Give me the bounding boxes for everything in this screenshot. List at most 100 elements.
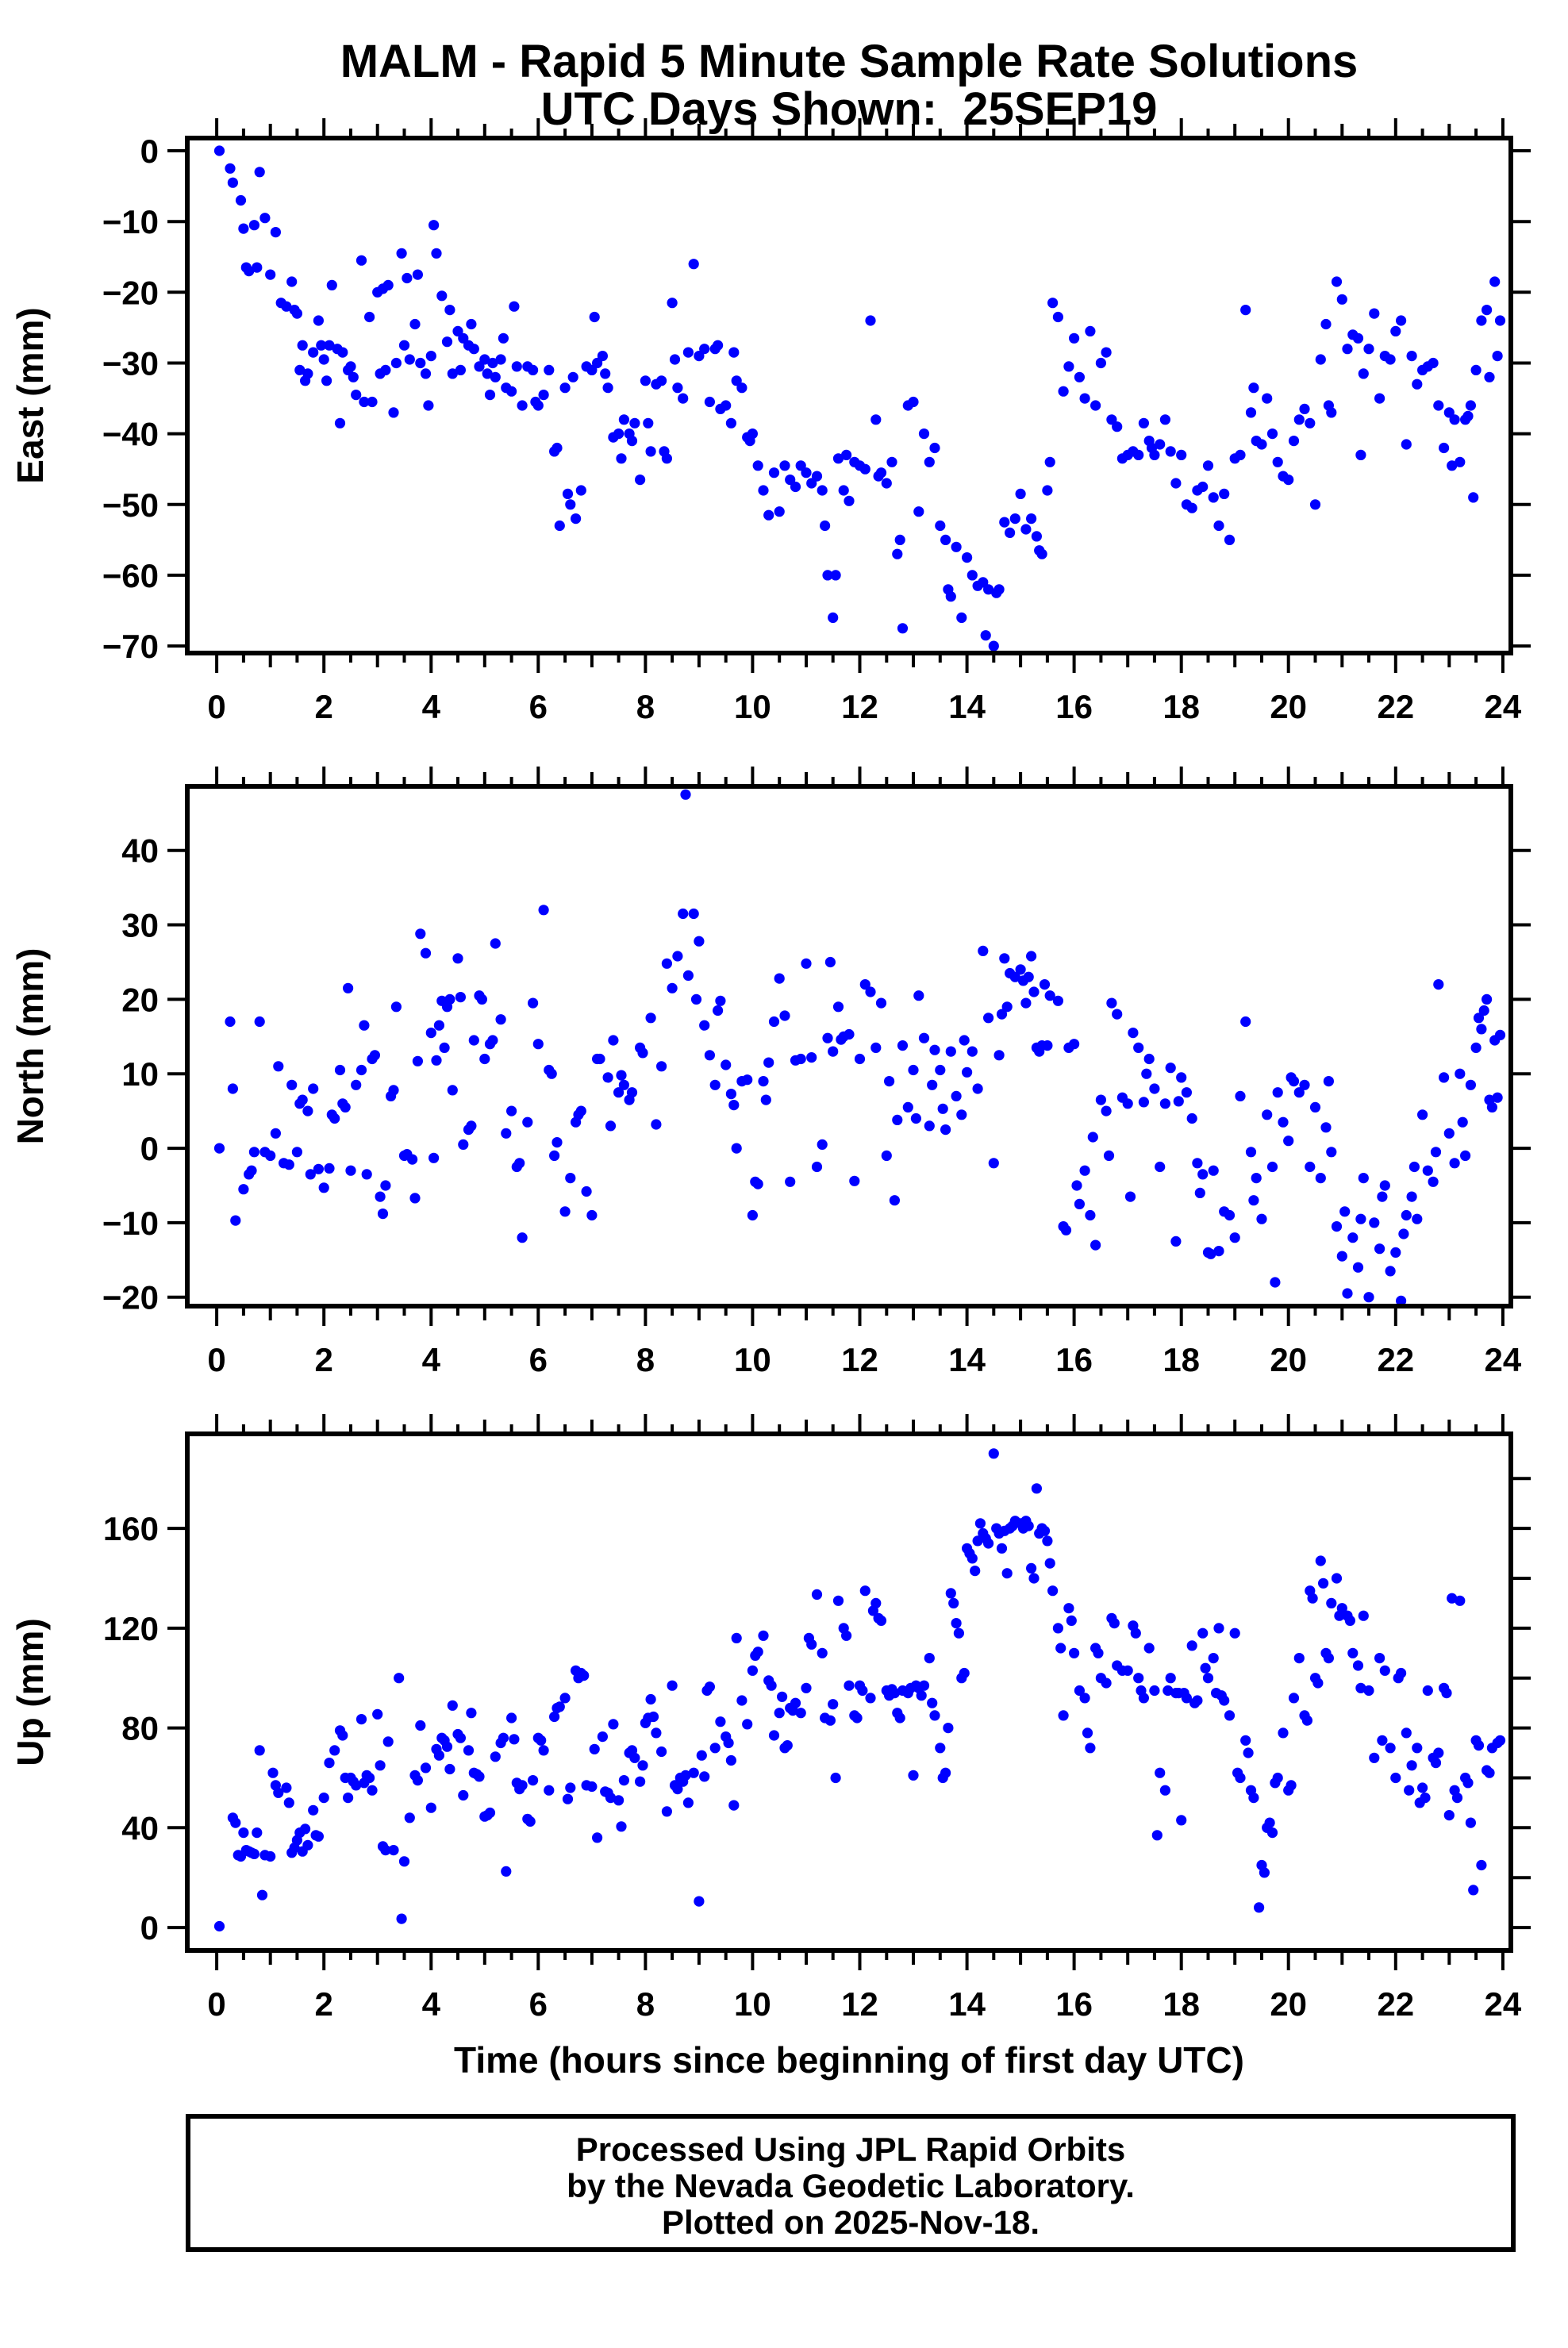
data-point — [913, 506, 924, 517]
data-point — [849, 1175, 860, 1186]
data-point — [656, 1061, 667, 1072]
data-point — [1015, 488, 1026, 500]
data-point — [999, 517, 1010, 528]
data-point — [927, 1697, 938, 1708]
data-point — [592, 1832, 603, 1843]
data-point — [682, 1797, 694, 1808]
data-point — [1396, 315, 1407, 326]
data-point — [1420, 1793, 1431, 1804]
data-point — [1124, 1191, 1136, 1202]
data-point — [1039, 979, 1051, 990]
data-point — [1181, 1087, 1192, 1098]
data-point — [1055, 1643, 1066, 1654]
data-point — [490, 371, 501, 382]
data-point — [1052, 311, 1063, 323]
data-point — [334, 1064, 346, 1076]
x-tick-label: 10 — [734, 688, 771, 725]
data-point — [1494, 1029, 1506, 1040]
data-point — [1240, 305, 1251, 316]
data-point — [897, 1040, 909, 1051]
data-point — [466, 1120, 477, 1132]
data-point — [1331, 1573, 1343, 1584]
data-point — [1401, 1727, 1412, 1739]
data-point — [388, 1085, 399, 1096]
data-point — [1262, 393, 1273, 404]
data-point — [1326, 1147, 1337, 1158]
data-point — [945, 1588, 956, 1599]
data-point — [600, 368, 611, 379]
data-point — [1243, 1747, 1254, 1758]
data-point — [704, 1681, 716, 1693]
data-point — [1352, 332, 1364, 344]
x-tick-label: 24 — [1485, 1985, 1522, 2023]
data-point — [824, 956, 836, 968]
data-point — [549, 1711, 560, 1723]
data-point — [1259, 1867, 1270, 1878]
data-point — [688, 1767, 699, 1778]
data-point — [894, 1712, 905, 1724]
data-point — [626, 436, 638, 447]
footer-line-3: Plotted on 2025-Nov-18. — [661, 2204, 1040, 2241]
data-point — [777, 1691, 788, 1702]
data-point — [616, 1070, 627, 1081]
data-point — [1031, 1483, 1042, 1494]
data-point — [468, 1035, 479, 1046]
data-point — [669, 354, 681, 365]
data-point — [721, 1059, 732, 1070]
data-point — [1315, 1555, 1326, 1566]
data-point — [554, 520, 565, 532]
data-point — [1254, 1902, 1265, 1913]
data-point — [447, 1085, 458, 1096]
data-point — [1085, 1209, 1096, 1221]
data-point — [1165, 446, 1176, 457]
data-point — [431, 1055, 442, 1066]
figure-title: MALM - Rapid 5 Minute Sample Rate Soluti… — [340, 36, 1359, 87]
data-point — [1138, 1097, 1149, 1108]
data-point — [1176, 1815, 1187, 1826]
data-point — [1197, 481, 1209, 493]
data-point — [694, 351, 705, 362]
data-point — [340, 1101, 351, 1113]
y-tick-label: 10 — [121, 1055, 159, 1093]
data-point — [412, 1055, 424, 1066]
data-point — [1085, 325, 1096, 336]
data-point — [682, 347, 694, 358]
data-point — [828, 1699, 839, 1710]
data-point — [1476, 1859, 1487, 1871]
x-tick-label: 18 — [1163, 688, 1200, 725]
data-point — [1181, 1693, 1192, 1704]
y-tick-label: −40 — [102, 416, 159, 453]
footer-box: Processed Using JPL Rapid Orbits by the … — [186, 2114, 1516, 2252]
data-point — [602, 1072, 613, 1083]
data-point — [1422, 1165, 1433, 1176]
y-tick-label: 40 — [121, 1809, 159, 1847]
data-point — [721, 400, 732, 411]
data-point — [482, 368, 493, 379]
data-point — [355, 255, 367, 266]
footer-line-1: Processed Using JPL Rapid Orbits — [575, 2131, 1126, 2168]
data-point — [1293, 1653, 1305, 1664]
data-point — [875, 1615, 887, 1626]
data-point — [875, 997, 887, 1009]
data-point — [962, 1066, 973, 1078]
data-point — [270, 227, 281, 238]
data-point — [1042, 1535, 1053, 1547]
data-point — [302, 1839, 313, 1850]
data-point — [875, 467, 887, 478]
x-tick-label: 2 — [315, 1341, 333, 1378]
data-point — [859, 979, 870, 990]
data-point — [536, 1735, 547, 1746]
data-point — [252, 1827, 263, 1839]
data-point — [725, 1089, 737, 1100]
data-point — [996, 1009, 1008, 1020]
data-point — [578, 1670, 590, 1681]
data-point — [259, 213, 271, 224]
data-point — [1082, 1727, 1093, 1739]
data-point — [355, 1714, 367, 1725]
data-point — [822, 1032, 833, 1043]
data-point — [828, 1046, 839, 1057]
data-point — [790, 1697, 801, 1708]
data-point — [291, 308, 302, 319]
data-point — [559, 1693, 571, 1704]
data-point — [1133, 449, 1144, 461]
